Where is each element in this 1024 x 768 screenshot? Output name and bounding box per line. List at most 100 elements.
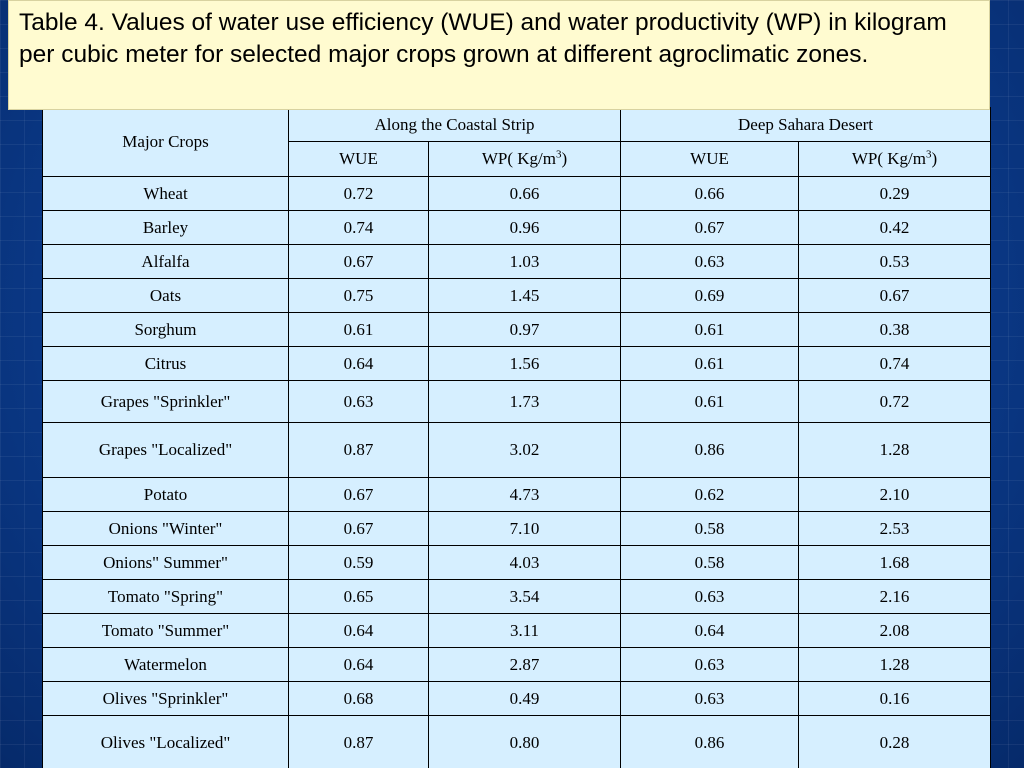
sahara-wp-cell: 0.28 [798, 715, 992, 768]
crop-name-cell: Onions" Summer" [42, 545, 289, 580]
coastal-wp-cell: 1.56 [427, 346, 622, 381]
header-wp-sup: 3 [926, 148, 932, 161]
crop-name-cell: Olives "Sprinkler" [42, 681, 289, 716]
sahara-wp-cell: 0.42 [798, 210, 992, 245]
sahara-wp-cell: 0.16 [798, 681, 992, 716]
header-row-zones: Major Crops Along the Coastal Strip Deep… [42, 107, 992, 177]
sahara-wue-cell: 0.58 [620, 511, 800, 546]
coastal-wp-cell: 4.03 [427, 545, 622, 580]
coastal-wp-cell: 1.45 [427, 278, 622, 313]
coastal-wp-cell: 3.02 [427, 422, 622, 478]
sahara-wue-cell: 0.63 [620, 681, 800, 716]
sahara-wue-cell: 0.64 [620, 613, 800, 648]
header-sahara-wp: WP( Kg/m3) [798, 141, 992, 177]
sahara-wp-cell: 1.68 [798, 545, 992, 580]
crop-name-cell: Alfalfa [42, 244, 289, 279]
crop-name-cell: Potato [42, 477, 289, 512]
crop-name-cell: Onions "Winter" [42, 511, 289, 546]
table-row: Alfalfa 0.67 1.03 0.63 0.53 [42, 244, 992, 279]
header-major-crops: Major Crops [42, 107, 289, 177]
sahara-wue-cell: 0.66 [620, 176, 800, 211]
crops-table: Major Crops Along the Coastal Strip Deep… [42, 107, 992, 768]
coastal-wue-cell: 0.75 [288, 278, 429, 313]
coastal-wue-cell: 0.59 [288, 545, 429, 580]
sahara-wp-cell: 2.10 [798, 477, 992, 512]
sahara-wue-cell: 0.63 [620, 579, 800, 614]
coastal-wue-cell: 0.61 [288, 312, 429, 347]
crops-table-container: Major Crops Along the Coastal Strip Deep… [42, 107, 992, 768]
header-wp-sup: 3 [555, 148, 562, 161]
table-row: Wheat 0.72 0.66 0.66 0.29 [42, 176, 992, 211]
coastal-wue-cell: 0.74 [288, 210, 429, 245]
coastal-wue-cell: 0.72 [288, 176, 429, 211]
sahara-wue-cell: 0.61 [620, 312, 800, 347]
table-row: Grapes "Sprinkler" 0.63 1.73 0.61 0.72 [42, 380, 992, 423]
coastal-wp-cell: 2.87 [427, 647, 622, 682]
coastal-wue-cell: 0.67 [288, 511, 429, 546]
sahara-wp-cell: 2.53 [798, 511, 992, 546]
sahara-wp-cell: 0.38 [798, 312, 992, 347]
header-sahara-wue: WUE [620, 141, 800, 177]
header-coastal-strip: Along the Coastal Strip [287, 107, 622, 142]
header-wp-label: WP( Kg/m [851, 149, 926, 168]
crop-name-cell: Sorghum [42, 312, 289, 347]
crop-name-cell: Olives "Localized" [42, 715, 289, 768]
table-row: Tomato "Spring" 0.65 3.54 0.63 2.16 [42, 579, 992, 614]
table-row: Barley 0.74 0.96 0.67 0.42 [42, 210, 992, 245]
coastal-wue-cell: 0.87 [288, 422, 429, 478]
sahara-wp-cell: 2.16 [798, 579, 992, 614]
coastal-wp-cell: 0.66 [427, 176, 622, 211]
table-row: Oats 0.75 1.45 0.69 0.67 [42, 278, 992, 313]
sahara-wp-cell: 0.74 [798, 346, 992, 381]
table-row: Olives "Sprinkler" 0.68 0.49 0.63 0.16 [42, 681, 992, 716]
crop-name-cell: Barley [42, 210, 289, 245]
sahara-wue-cell: 0.61 [620, 380, 800, 423]
sahara-wue-cell: 0.67 [620, 210, 800, 245]
table-row: Sorghum 0.61 0.97 0.61 0.38 [42, 312, 992, 347]
coastal-wp-cell: 0.97 [427, 312, 622, 347]
sahara-wp-cell: 0.29 [798, 176, 992, 211]
coastal-wue-cell: 0.65 [288, 579, 429, 614]
sahara-wue-cell: 0.58 [620, 545, 800, 580]
coastal-wue-cell: 0.63 [288, 380, 429, 423]
coastal-wue-cell: 0.67 [288, 244, 429, 279]
sahara-wp-cell: 1.28 [798, 647, 992, 682]
coastal-wue-cell: 0.64 [288, 613, 429, 648]
coastal-wp-cell: 3.54 [427, 579, 622, 614]
coastal-wue-cell: 0.87 [288, 715, 429, 768]
coastal-wue-cell: 0.68 [288, 681, 429, 716]
coastal-wp-cell: 1.03 [427, 244, 622, 279]
header-deep-sahara: Deep Sahara Desert [620, 107, 992, 142]
sahara-wp-cell: 1.28 [798, 422, 992, 478]
sahara-wue-cell: 0.61 [620, 346, 800, 381]
coastal-wp-cell: 1.73 [427, 380, 622, 423]
coastal-wp-cell: 3.11 [427, 613, 622, 648]
sahara-wue-cell: 0.62 [620, 477, 800, 512]
crop-name-cell: Tomato "Summer" [42, 613, 289, 648]
header-coastal-wp: WP( Kg/m3) [427, 141, 622, 177]
table-row: Grapes "Localized" 0.87 3.02 0.86 1.28 [42, 422, 992, 478]
table-row: Onions "Winter" 0.67 7.10 0.58 2.53 [42, 511, 992, 546]
sahara-wp-cell: 2.08 [798, 613, 992, 648]
crop-name-cell: Wheat [42, 176, 289, 211]
coastal-wp-cell: 0.80 [427, 715, 622, 768]
crop-name-cell: Watermelon [42, 647, 289, 682]
table-row: Olives "Localized" 0.87 0.80 0.86 0.28 [42, 715, 992, 768]
crop-name-cell: Grapes "Sprinkler" [42, 380, 289, 423]
crop-name-cell: Oats [42, 278, 289, 313]
coastal-wp-cell: 7.10 [427, 511, 622, 546]
coastal-wue-cell: 0.64 [288, 346, 429, 381]
crop-name-cell: Grapes "Localized" [42, 422, 289, 478]
sahara-wue-cell: 0.63 [620, 647, 800, 682]
coastal-wp-cell: 4.73 [427, 477, 622, 512]
header-wp-close: ) [561, 149, 568, 168]
table-caption: Table 4. Values of water use efficiency … [8, 0, 990, 110]
table-row: Onions" Summer" 0.59 4.03 0.58 1.68 [42, 545, 992, 580]
header-wp-label: WP( Kg/m [481, 149, 556, 168]
header-coastal-wue: WUE [288, 141, 429, 177]
sahara-wue-cell: 0.69 [620, 278, 800, 313]
crop-name-cell: Tomato "Spring" [42, 579, 289, 614]
coastal-wue-cell: 0.64 [288, 647, 429, 682]
sahara-wp-cell: 0.53 [798, 244, 992, 279]
coastal-wp-cell: 0.96 [427, 210, 622, 245]
